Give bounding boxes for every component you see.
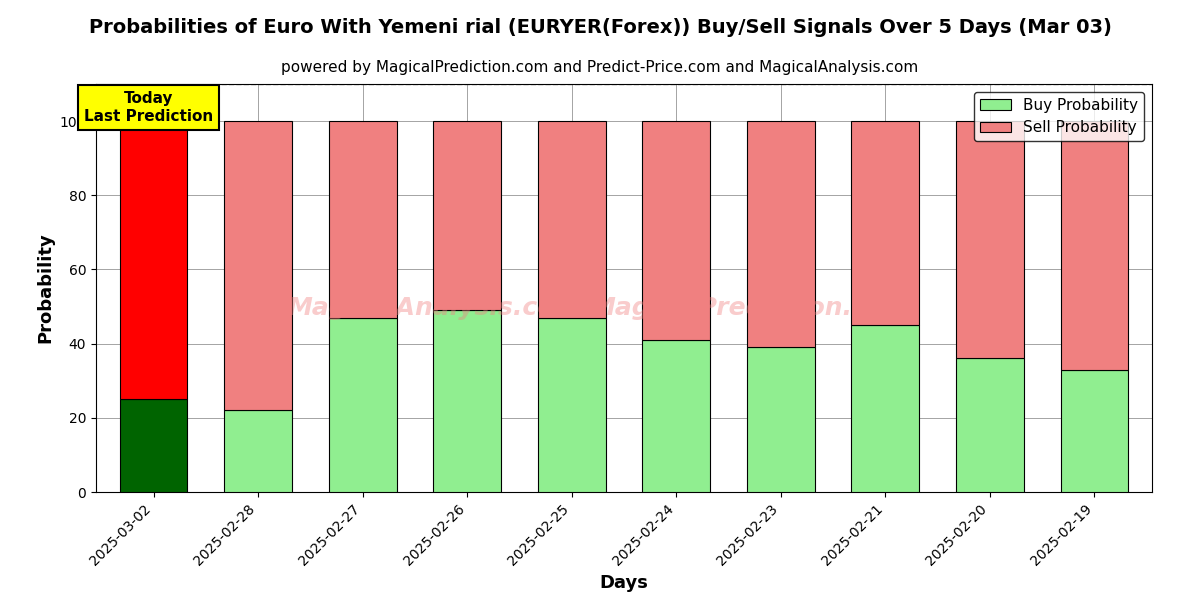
Bar <box>956 121 1024 358</box>
Bar <box>1061 121 1128 370</box>
Bar <box>120 121 187 399</box>
Bar <box>852 121 919 325</box>
Text: Today
Last Prediction: Today Last Prediction <box>84 91 212 124</box>
Bar <box>852 325 919 492</box>
Bar <box>1061 370 1128 492</box>
Legend: Buy Probability, Sell Probability: Buy Probability, Sell Probability <box>974 92 1145 142</box>
Bar <box>329 121 396 317</box>
Bar <box>538 317 606 492</box>
Bar <box>433 121 502 310</box>
Y-axis label: Probability: Probability <box>36 233 54 343</box>
Bar <box>433 310 502 492</box>
Bar <box>224 121 292 410</box>
Text: powered by MagicalPrediction.com and Predict-Price.com and MagicalAnalysis.com: powered by MagicalPrediction.com and Pre… <box>281 60 919 75</box>
Text: MagicalPrediction.com: MagicalPrediction.com <box>590 296 911 320</box>
Bar <box>538 121 606 317</box>
Text: MagicalAnalysis.com: MagicalAnalysis.com <box>287 296 581 320</box>
Bar <box>746 347 815 492</box>
Bar <box>642 121 710 340</box>
Bar <box>746 121 815 347</box>
Bar <box>956 358 1024 492</box>
Text: Probabilities of Euro With Yemeni rial (EURYER(Forex)) Buy/Sell Signals Over 5 D: Probabilities of Euro With Yemeni rial (… <box>89 18 1111 37</box>
Bar <box>642 340 710 492</box>
Bar <box>329 317 396 492</box>
Bar <box>120 399 187 492</box>
Bar <box>224 410 292 492</box>
X-axis label: Days: Days <box>600 574 648 592</box>
